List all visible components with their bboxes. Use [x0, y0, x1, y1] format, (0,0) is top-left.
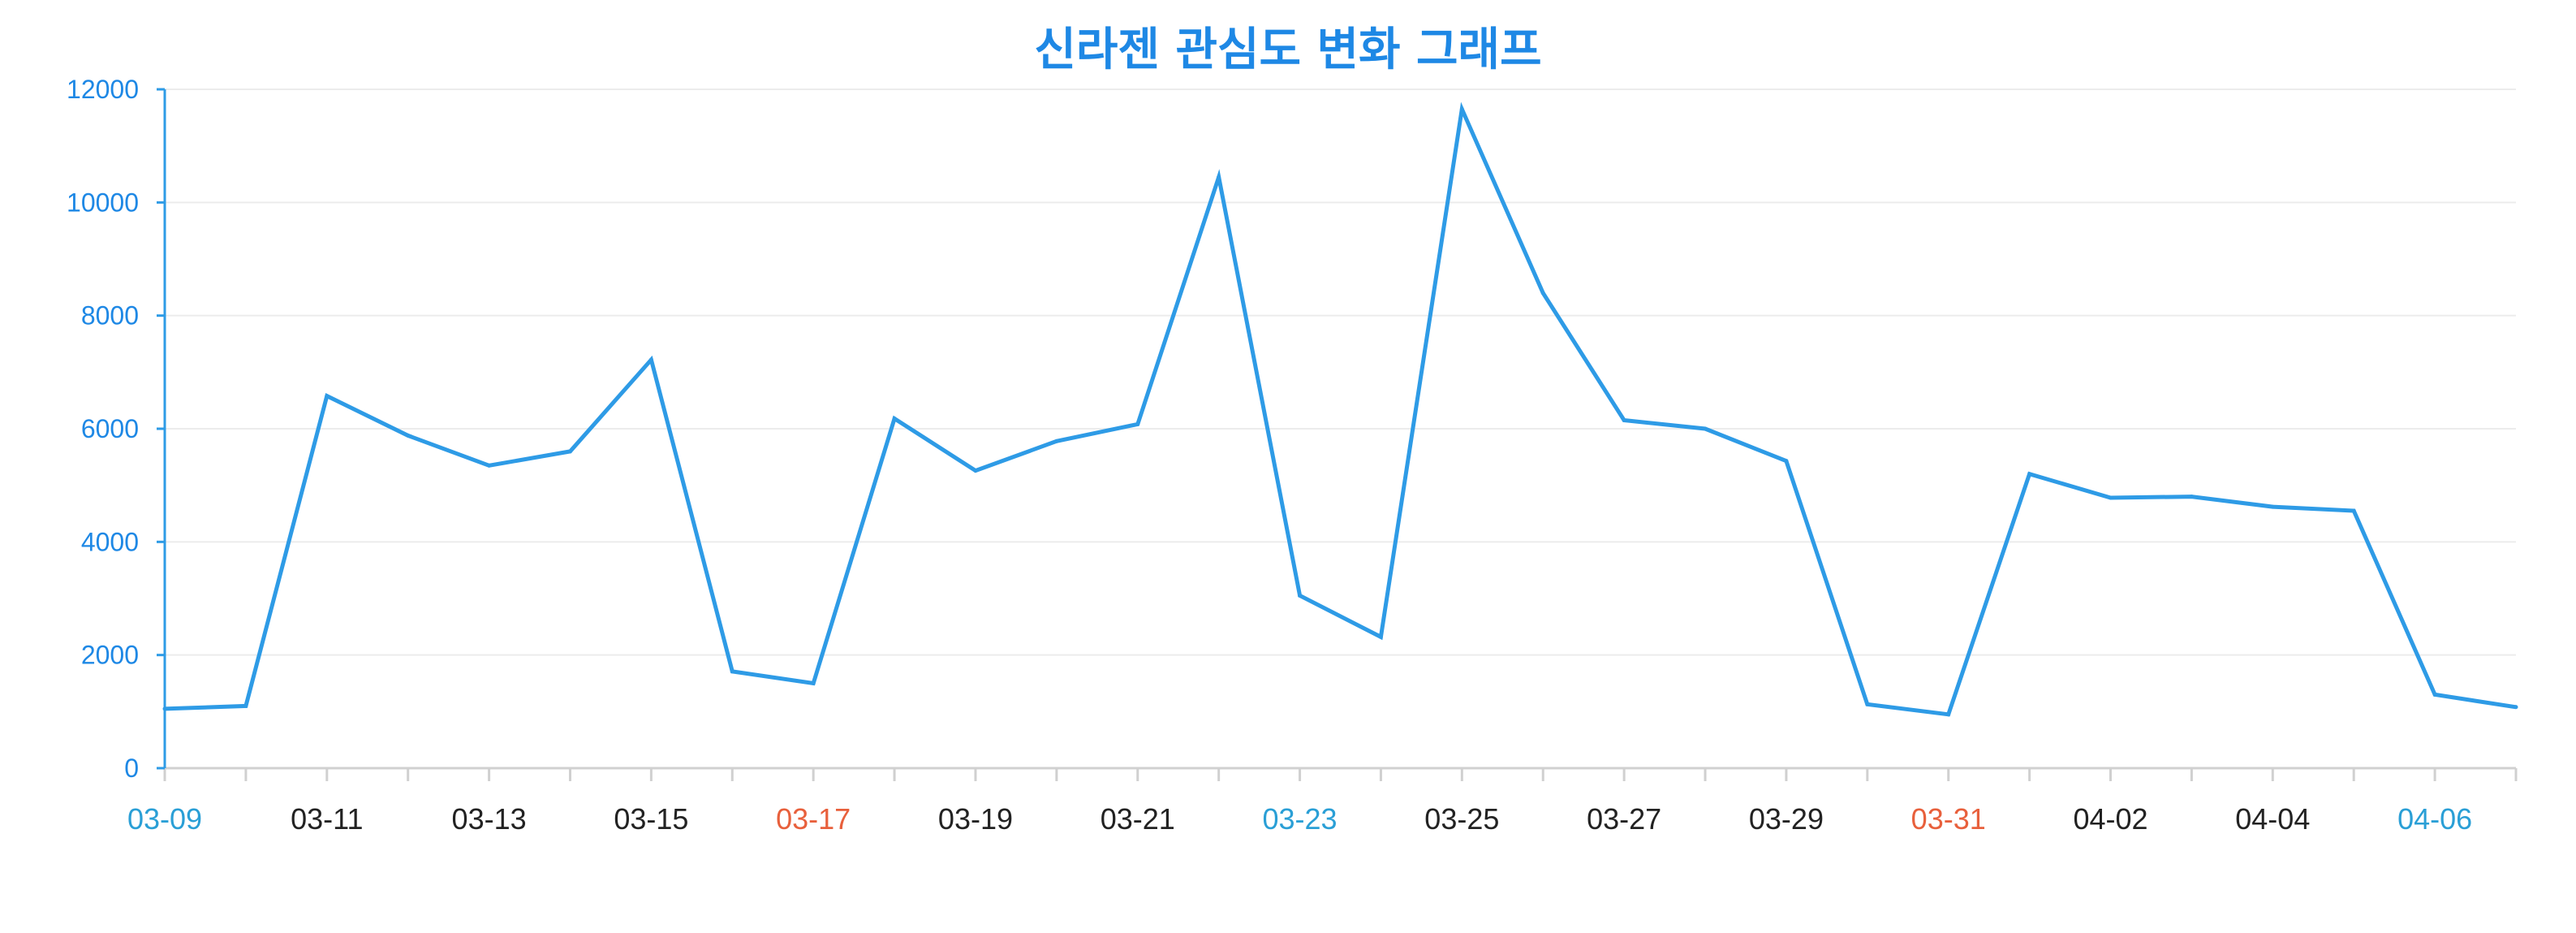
- data-point-03-11: [325, 394, 330, 399]
- x-tick-label-03-11: 03-11: [291, 802, 363, 836]
- data-point-03-27: [1622, 418, 1626, 423]
- x-tick-label-03-13: 03-13: [452, 802, 527, 836]
- data-point-04-04: [2270, 504, 2275, 509]
- data-point-03-26: [1540, 291, 1545, 296]
- chart-title: 신라젠 관심도 변화 그래프: [1034, 24, 1541, 76]
- data-point-03-17: [811, 681, 816, 685]
- axes: [157, 88, 2518, 781]
- data-point-03-23: [1298, 594, 1303, 598]
- data-point-04-07: [2514, 705, 2518, 710]
- x-tick-label-03-15: 03-15: [614, 802, 688, 836]
- data-point-03-29: [1784, 459, 1789, 464]
- data-point-03-12: [406, 433, 411, 438]
- y-tick-label-3: 6000: [81, 414, 139, 443]
- y-tick-label-6: 12000: [67, 75, 139, 104]
- x-tick-label-03-29: 03-29: [1749, 802, 1824, 836]
- y-tick-label-1: 2000: [81, 641, 139, 670]
- data-point-03-15: [648, 357, 653, 362]
- x-tick-label-03-17: 03-17: [776, 802, 851, 836]
- x-tick-label-03-23: 03-23: [1263, 802, 1338, 836]
- x-tick-label-04-02: 04-02: [2073, 802, 2147, 836]
- data-point-04-05: [2351, 508, 2356, 513]
- x-tick-label-04-06: 04-06: [2397, 802, 2472, 836]
- x-tick-label-03-27: 03-27: [1587, 802, 1661, 836]
- data-point-03-14: [567, 449, 572, 454]
- series: [162, 102, 2518, 717]
- x-tick-label-04-04: 04-04: [2235, 802, 2310, 836]
- y-tick-labels: 0 2000 4000 6000 8000 10000 12000: [67, 75, 139, 783]
- data-point-03-25: [1459, 106, 1464, 111]
- data-point-03-18: [892, 416, 897, 421]
- data-point-04-02: [2109, 495, 2113, 500]
- data-point-03-20: [1054, 438, 1059, 443]
- data-point-04-06: [2432, 692, 2437, 697]
- data-point-04-03: [2189, 495, 2194, 499]
- x-tick-label-03-19: 03-19: [938, 802, 1013, 836]
- y-tick-label-2: 4000: [81, 527, 139, 556]
- x-tick-label-03-25: 03-25: [1424, 802, 1499, 836]
- series-line-0: [164, 102, 2517, 717]
- y-tick-label-5: 10000: [67, 188, 139, 217]
- x-tick-label-03-09: 03-09: [127, 802, 202, 836]
- data-point-03-09: [162, 706, 167, 711]
- data-point-03-13: [487, 463, 492, 468]
- x-tick-labels: 03-09 03-11 03-13 03-15 03-17 03-19 03-21 03-23…: [127, 802, 2472, 836]
- data-point-03-22: [1217, 175, 1221, 179]
- data-point-03-10: [243, 703, 248, 708]
- x-tick-label-03-21: 03-21: [1101, 802, 1175, 836]
- data-point-03-16: [730, 669, 734, 674]
- data-point-03-30: [1865, 702, 1870, 706]
- x-tick-label-03-31: 03-31: [1911, 802, 1986, 836]
- y-tick-label-4: 8000: [81, 301, 139, 330]
- y-tick-label-0: 0: [124, 754, 139, 783]
- data-point-03-19: [973, 469, 978, 473]
- data-point-03-24: [1378, 634, 1383, 639]
- data-point-03-28: [1703, 426, 1708, 431]
- data-point-04-01: [2027, 472, 2032, 477]
- data-point-03-31: [1946, 712, 1951, 717]
- grid-lines: [165, 89, 2516, 656]
- data-point-03-21: [1135, 421, 1140, 426]
